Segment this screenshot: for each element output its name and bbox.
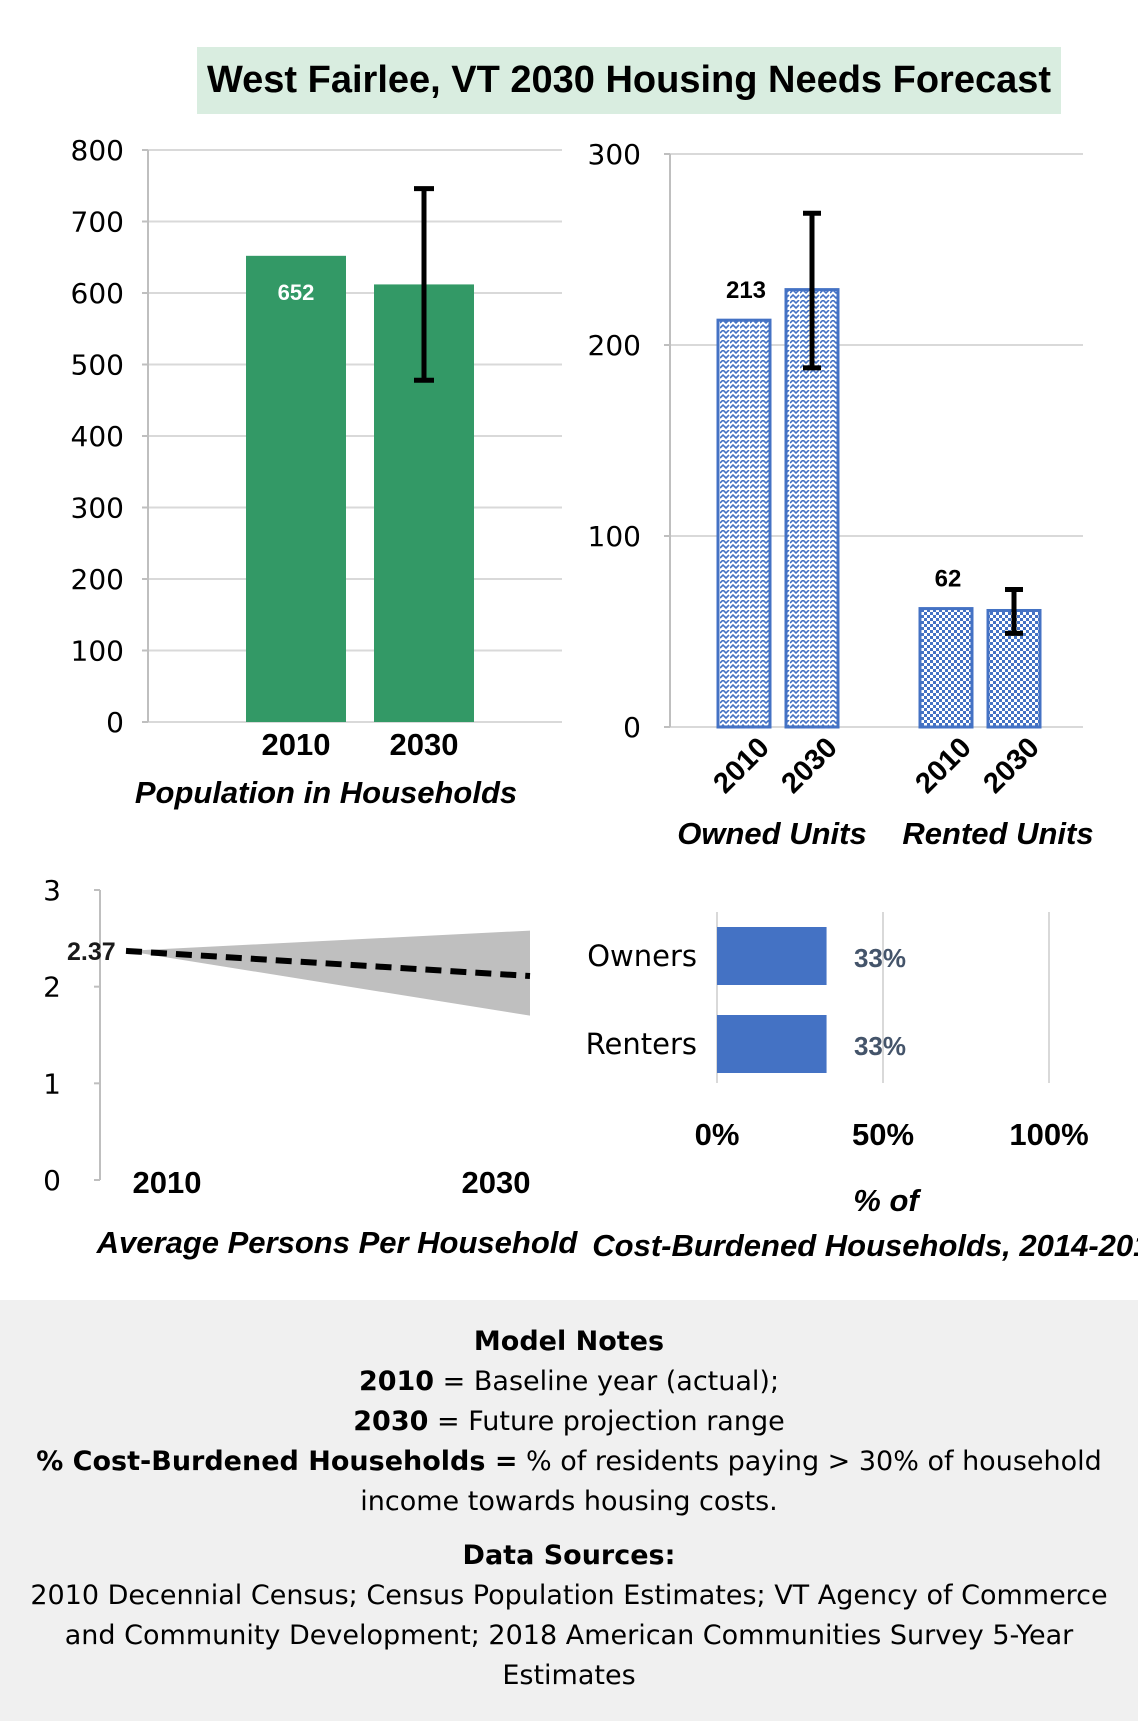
bar-rented-2010 [918,607,974,729]
x-tick-label: 2030 [978,732,1046,800]
sources-line-1: 2010 Decennial Census; Census Population… [30,1580,1108,1611]
x-tick-label: 2010 [910,732,978,800]
data-label: 213 [726,277,766,304]
notes-line-definition: % Cost-Burdened Households = % of reside… [36,1446,1102,1477]
x-axis-title-line2: Cost-Burdened Households, 2014-2018* [592,1228,1138,1263]
bar-renters [717,1015,827,1073]
x-axis-title: Average Persons Per Household [96,1225,579,1260]
x-tick-label: 2030 [390,727,459,762]
y-tick-label: 2 [43,971,61,1004]
data-label: 33% [854,943,906,973]
x-tick-label: 50% [852,1117,914,1152]
y-tick-label: 300 [71,492,124,525]
group-label: Owned Units [677,816,866,851]
cost-burden-chart: 0% 50% 100% Owners 33% Renters 33% % of Cost-Bur… [586,912,1138,1263]
units-chart: 0 100 200 300 2010 213 2030 Owned Units 2010 62 20… [588,138,1094,851]
y-tick-label: Owners [587,939,697,973]
x-tick-label: 2010 [133,1165,202,1200]
model-notes-panel: Model Notes 2010 = Baseline year (actual… [0,1300,1138,1721]
data-label: 62 [935,566,962,593]
x-axis-title: Population in Households [135,775,517,810]
projection-band [126,930,530,1016]
bar-owned-2010 [716,318,772,729]
y-tick-label: 0 [43,1164,61,1197]
title-banner: West Fairlee, VT 2030 Housing Needs Fore… [197,47,1061,114]
y-tick-label: 3 [43,874,61,907]
page-title: West Fairlee, VT 2030 Housing Needs Fore… [206,59,1052,101]
y-tick-label: 300 [588,138,641,171]
y-tick-label: 0 [106,706,124,739]
persons-per-household-chart: 0 1 2 3 2.37 2010 2030 Average Persons Per Hous… [43,874,578,1260]
charts-canvas: 010020030040050060070080020106522030Popu… [43,134,1138,1263]
y-tick-label: 500 [71,349,124,382]
notes-line-definition-cont: income towards housing costs. [360,1486,778,1517]
x-tick-label: 2010 [262,727,331,762]
x-tick-label: 2030 [776,732,844,800]
x-tick-label: 0% [695,1117,740,1152]
bar-2010 [246,255,346,722]
y-tick-label: 0 [623,711,641,744]
notes-line-baseline: 2010 = Baseline year (actual); [358,1366,780,1397]
y-tick-label: 200 [71,563,124,596]
data-label: 652 [278,280,315,305]
y-tick-label: 400 [71,420,124,453]
notes-line-projection: 2030 = Future projection range [353,1406,785,1437]
y-tick-label: 100 [71,635,124,668]
y-tick-label: 1 [43,1067,61,1100]
y-tick-label: 800 [71,134,124,167]
sources-line-2: and Community Development; 2018 American… [64,1620,1074,1651]
x-tick-label: 2030 [462,1165,531,1200]
y-tick-label: 100 [588,520,641,553]
notes-heading: Model Notes [473,1326,665,1357]
x-axis-title-line1: % of [853,1183,921,1218]
x-tick-label: 100% [1009,1117,1088,1152]
bar-owners [717,927,827,985]
trend-line [125,947,531,980]
y-tick-label: 700 [71,206,124,239]
sources-line-3: Estimates [502,1660,636,1691]
data-label: 2.37 [67,938,116,966]
sources-heading: Data Sources: [462,1540,676,1571]
y-tick-label: 600 [71,277,124,310]
y-tick-label: Renters [586,1027,697,1061]
data-label: 33% [854,1031,906,1061]
population-chart: 0 100 200 300 400 500 600 700 800 2010 652 2030 Popu… [71,134,562,810]
group-label: Rented Units [902,816,1093,851]
x-tick-label: 2010 [708,732,776,800]
y-tick-label: 200 [588,329,641,362]
